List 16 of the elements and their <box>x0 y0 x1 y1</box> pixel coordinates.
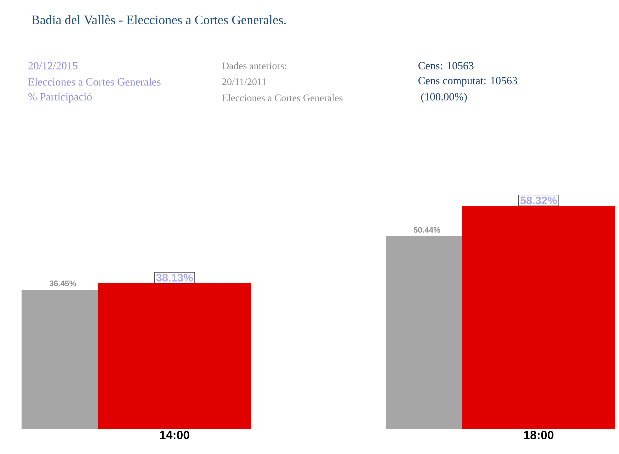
data-label: 38.13% <box>156 274 194 282</box>
text: Cens computat: 10563 <box>418 77 518 87</box>
bar <box>98 284 252 430</box>
text: % Participació <box>28 93 92 103</box>
text: (100.00%) <box>421 93 468 103</box>
chart-title: Badia del Vallès - Elecciones a Cortes Generales. <box>32 15 286 25</box>
text: 20/11/2011 <box>222 78 266 86</box>
x-tick-label: 18:00 <box>524 431 554 440</box>
data-label: 58.32% <box>520 196 558 205</box>
text: 20/12/2015 <box>28 62 78 70</box>
bar <box>462 206 616 430</box>
text: Elecciones a Cortes Generales <box>222 94 343 102</box>
text: Dades anteriors: <box>222 62 286 70</box>
text: Cens: 10563 <box>418 62 474 70</box>
x-tick-label: 14:00 <box>160 431 190 440</box>
text: Elecciones a Cortes Generales <box>28 78 161 86</box>
